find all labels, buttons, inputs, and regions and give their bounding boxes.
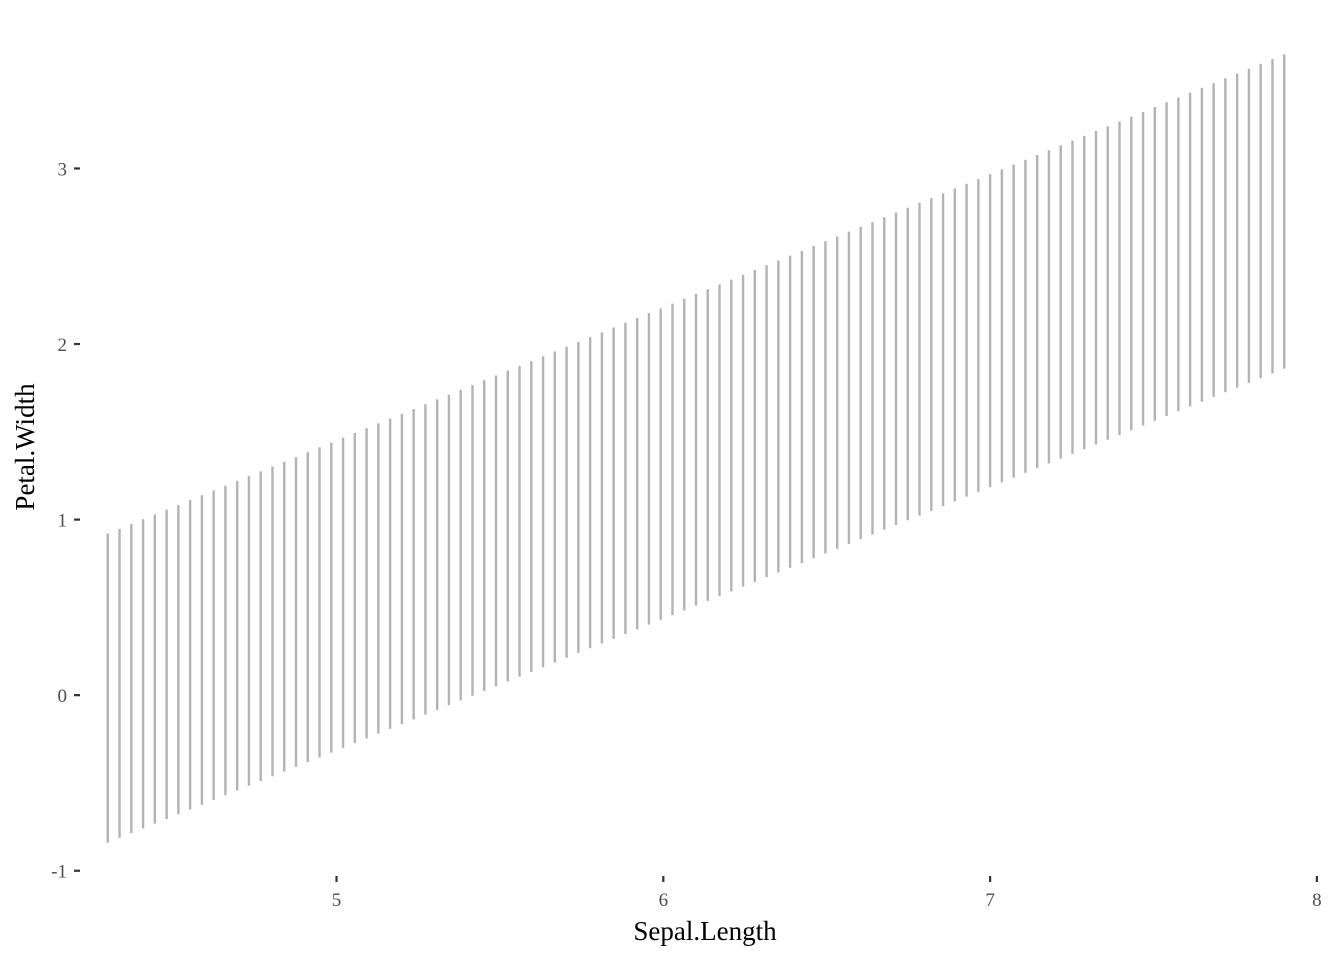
y-axis: -1 0 1 2 3 <box>51 159 80 883</box>
x-tick-label: 7 <box>985 890 995 911</box>
x-axis: 5 6 7 8 <box>332 876 1322 911</box>
x-tick-label: 5 <box>332 890 342 911</box>
y-tick-label: 2 <box>58 335 68 356</box>
y-tick-label: 3 <box>58 159 68 180</box>
y-tick-label: -1 <box>51 862 67 883</box>
errorbar-series <box>106 54 1286 843</box>
y-tick-label: 0 <box>58 686 68 707</box>
y-tick-label: 1 <box>58 511 68 532</box>
x-tick-label: 8 <box>1312 890 1322 911</box>
x-tick-label: 6 <box>659 890 669 911</box>
y-axis-title: Petal.Width <box>10 383 40 511</box>
x-axis-title: Sepal.Length <box>633 916 777 946</box>
